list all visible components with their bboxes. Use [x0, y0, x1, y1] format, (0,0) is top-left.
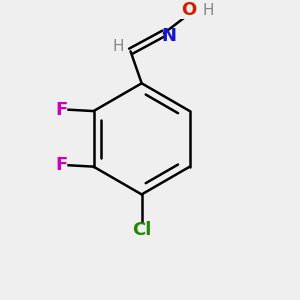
Text: Cl: Cl — [132, 221, 152, 239]
Text: N: N — [161, 27, 176, 45]
Text: O: O — [181, 1, 196, 19]
Text: F: F — [56, 101, 68, 119]
Text: F: F — [56, 156, 68, 174]
Text: H: H — [202, 3, 214, 18]
Text: H: H — [112, 39, 124, 54]
